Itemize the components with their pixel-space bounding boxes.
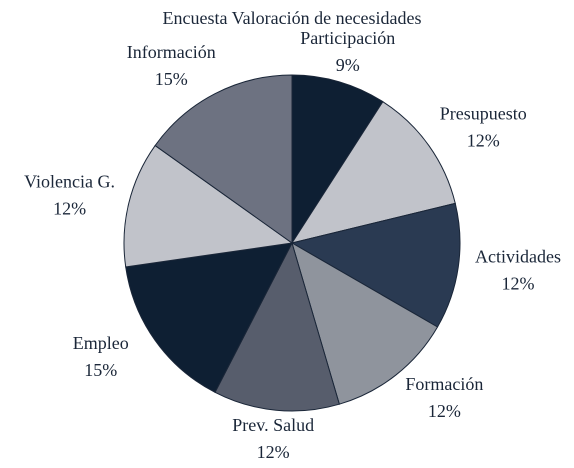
pie-slice [123, 144, 294, 268]
slice-value-label: 15% [155, 69, 188, 89]
slice-value-label: 9% [336, 55, 360, 75]
slice-label: Prev. Salud [232, 415, 314, 435]
pie-slice [214, 241, 340, 412]
slice-value-label: 15% [84, 360, 117, 380]
slice-label: Violencia G. [24, 171, 115, 191]
pie-slice [125, 242, 293, 393]
slice-value-label: 12% [53, 198, 86, 218]
pie-slice [154, 74, 293, 244]
slice-value-label: 12% [428, 401, 461, 421]
chart-title: Encuesta Valoración de necesidades [162, 8, 421, 28]
slice-label: Formación [405, 374, 483, 394]
slice-value-label: 12% [257, 442, 290, 462]
slice-value-label: 12% [467, 130, 500, 150]
slice-label: Actividades [475, 246, 561, 266]
pie-slice [290, 202, 461, 328]
slice-label: Presupuesto [440, 103, 527, 123]
slice-label: Participación [300, 28, 395, 48]
pie-slice [290, 100, 456, 244]
slice-value-label: 12% [501, 273, 534, 293]
slice-label: Empleo [73, 333, 129, 353]
pie-slice [291, 74, 384, 245]
slice-label: Información [127, 42, 216, 62]
pie-slice [291, 241, 439, 405]
